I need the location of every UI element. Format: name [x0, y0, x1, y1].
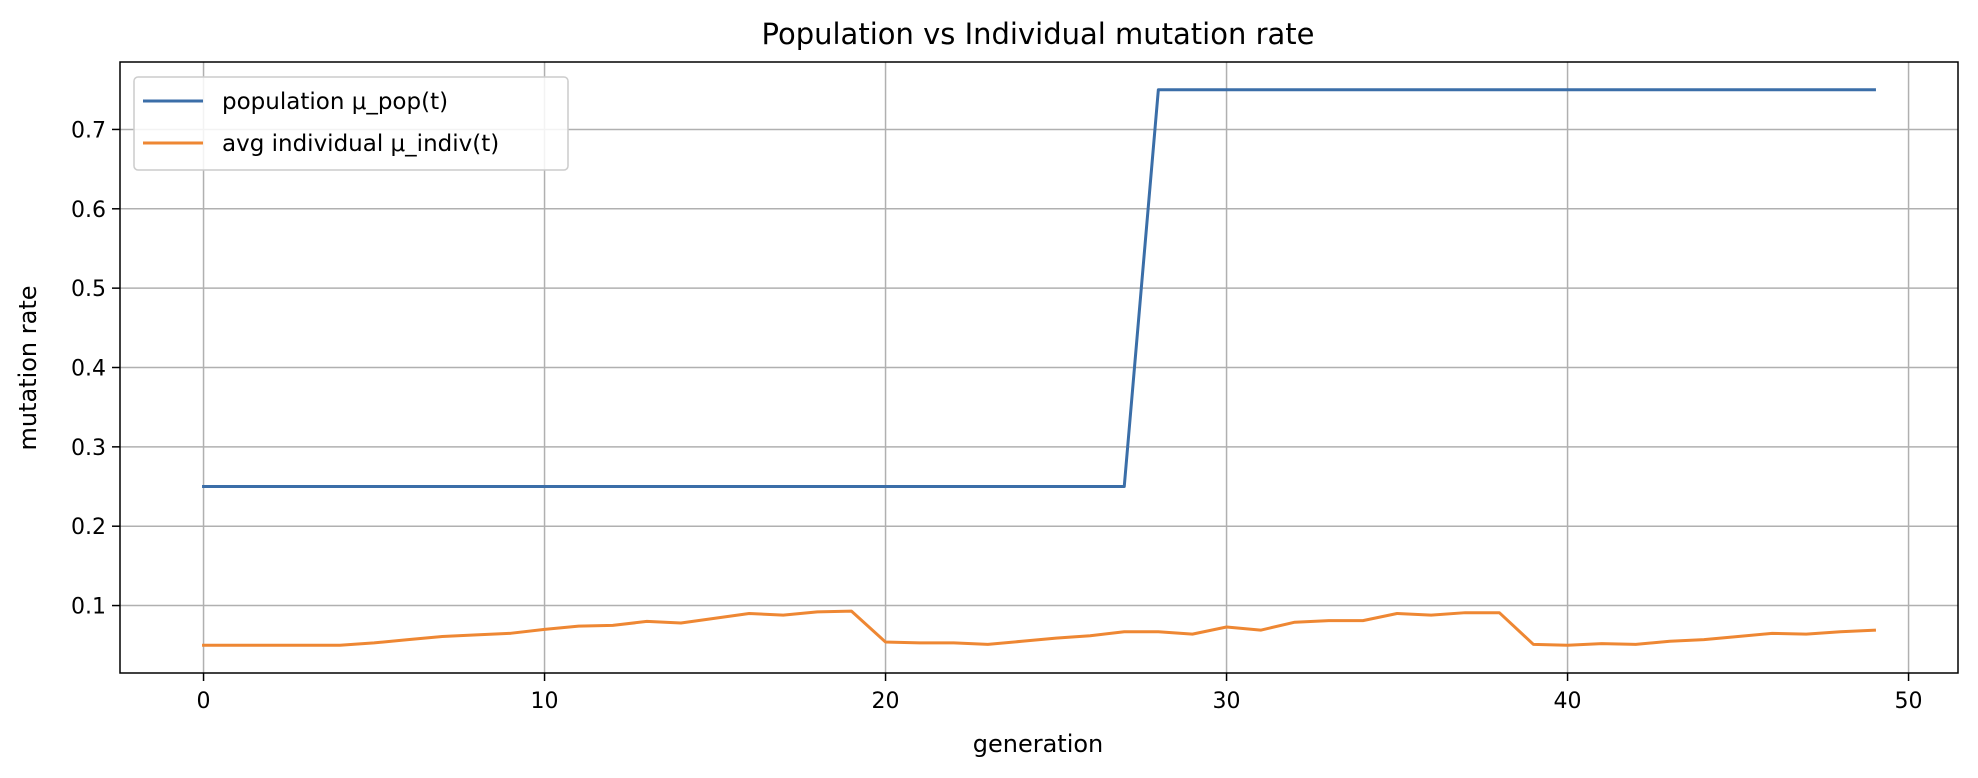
x-tick-label: 20	[872, 689, 900, 714]
y-tick-label: 0.3	[71, 436, 106, 461]
series-line-individual	[202, 609, 1877, 647]
x-axis-label: generation	[973, 730, 1104, 758]
series-line-population	[202, 88, 1876, 489]
plot-lines	[202, 88, 1877, 647]
x-tick-label: 10	[531, 689, 559, 714]
y-axis: 0.1 0.2 0.3 0.4 0.5 0.6 0.7	[71, 118, 120, 620]
y-tick-label: 0.2	[71, 515, 106, 540]
y-tick-label: 0.7	[71, 118, 106, 143]
y-tick-label: 0.1	[71, 595, 106, 620]
x-tick-label: 50	[1895, 689, 1923, 714]
legend-label-individual: avg individual μ_indiv(t)	[222, 131, 499, 157]
legend: population μ_pop(t) avg individual μ_ind…	[133, 76, 569, 171]
x-axis: 0 10 20 30 40 50	[197, 673, 1923, 714]
legend-label-population: population μ_pop(t)	[222, 89, 448, 115]
grid	[120, 62, 1958, 673]
x-tick-label: 30	[1213, 689, 1241, 714]
y-axis-label: mutation rate	[14, 285, 42, 450]
x-tick-label: 0	[197, 689, 211, 714]
legend-box	[133, 76, 569, 171]
y-tick-label: 0.5	[71, 277, 106, 302]
y-tick-label: 0.4	[71, 357, 106, 382]
x-tick-label: 40	[1554, 689, 1582, 714]
chart-title: Population vs Individual mutation rate	[762, 17, 1315, 51]
y-tick-label: 0.6	[71, 198, 106, 223]
